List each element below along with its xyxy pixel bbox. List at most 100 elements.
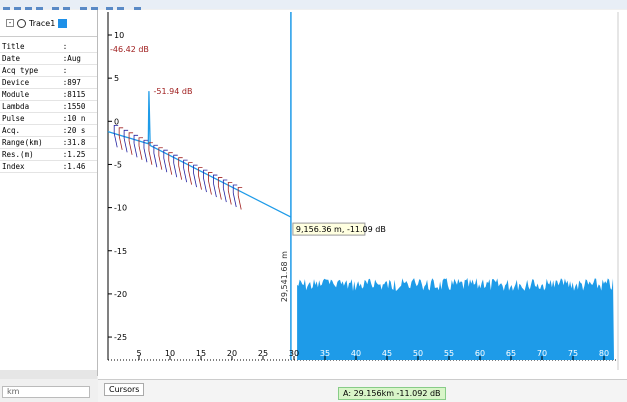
x-tick-label: 75 [568, 349, 578, 358]
event-marker [183, 159, 188, 183]
event-marker [227, 182, 233, 205]
event-marker [198, 167, 203, 190]
trace-name: Trace1 [29, 18, 56, 28]
h-scrollbar[interactable] [0, 370, 97, 379]
bottom-panel: Cursors A: 29.156km -11.092 dB [98, 379, 627, 402]
y-tick-label: 10 [114, 31, 124, 40]
cursor-label-bg [292, 222, 366, 236]
property-key: Acq type [0, 64, 61, 77]
event-marker [208, 172, 213, 195]
property-row: Lambda:1550 [0, 100, 97, 113]
y-tick-label: -25 [114, 333, 127, 342]
event-marker [133, 134, 139, 158]
property-key: Acq. [0, 124, 61, 137]
event-marker [237, 187, 243, 210]
x-tick-label: 35 [320, 349, 330, 358]
property-key: Index [0, 160, 61, 173]
property-value: : [60, 41, 97, 53]
event-marker [128, 132, 134, 155]
property-key: Res.(m) [0, 148, 61, 161]
x-tick-label: 60 [475, 349, 485, 358]
properties: Title: Date:Aug Acq type: Device:897 Module:… [0, 41, 97, 173]
event-marker [143, 139, 148, 163]
x-tick-label: 15 [196, 349, 206, 358]
event-marker [113, 124, 119, 148]
x-tick-label: 55 [444, 349, 454, 358]
property-key: Pulse [0, 112, 61, 125]
property-value: :8115 [60, 88, 97, 101]
property-key: Module [0, 88, 61, 101]
event-marker [138, 137, 143, 160]
y-tick-label: 5 [114, 74, 119, 83]
noise-trace [297, 278, 614, 360]
property-value: :20 s [60, 124, 97, 137]
event-marker [118, 127, 124, 150]
x-tick-label: 80 [599, 349, 609, 358]
x-tick-label: 45 [382, 349, 392, 358]
annotation: -46.42 dB [110, 45, 149, 54]
property-value: : [60, 64, 97, 77]
left-panel: - Trace1 Title: Date:Aug Acq type: Device:8… [0, 10, 98, 376]
y-tick-label: -20 [114, 290, 127, 299]
end-label: 29,541.68 m [280, 251, 289, 302]
event-marker [163, 149, 168, 173]
property-key: Range(km) [0, 136, 61, 149]
property-value: :897 [60, 76, 97, 89]
y-tick-label: -5 [114, 160, 122, 169]
event-marker [148, 142, 153, 165]
status: A: 29.156km -11.092 dB [338, 387, 446, 400]
property-row: Pulse:10 n [0, 112, 97, 125]
toolbar [0, 0, 627, 14]
property-row: Date:Aug [0, 52, 97, 65]
x-tick-label: 10 [165, 349, 175, 358]
trace-node[interactable]: - Trace1 [0, 10, 97, 37]
property-row: Acq type: [0, 64, 97, 77]
event-marker [168, 152, 173, 175]
event-marker [173, 154, 178, 178]
property-row: Device:897 [0, 76, 97, 89]
y-tick-label: -15 [114, 247, 127, 256]
property-value: :1.25 [60, 148, 97, 161]
x-tick-label: 20 [227, 349, 237, 358]
property-key: Title [0, 41, 61, 53]
property-value: :Aug [60, 52, 97, 65]
x-tick-label: 50 [413, 349, 423, 358]
event-marker [203, 169, 208, 193]
event-marker [217, 177, 223, 200]
property-row: Module:8115 [0, 88, 97, 101]
event-marker [123, 129, 129, 153]
collapse[interactable]: - [6, 19, 14, 27]
y-tick-label: -10 [114, 204, 127, 213]
event-marker [232, 184, 238, 208]
x-tick-label: 30 [289, 349, 299, 358]
property-row: Title: [0, 41, 97, 53]
event-marker [222, 179, 228, 203]
property-value: :10 n [60, 112, 97, 125]
property-row: Res.(m):1.25 [0, 148, 97, 161]
property-key: Date [0, 52, 61, 65]
property-row: Acq.:20 s [0, 124, 97, 137]
annotation: -51.94 dB [154, 87, 193, 96]
trace-color [58, 18, 68, 28]
x-tick-label: 70 [537, 349, 547, 358]
property-key: Device [0, 76, 61, 89]
property-value: :31.8 [60, 136, 97, 149]
x-tick-label: 25 [258, 349, 268, 358]
tab[interactable]: Cursors [104, 383, 145, 396]
property-value: :1550 [60, 100, 97, 113]
x-tick-label: 5 [136, 349, 141, 358]
event-marker [178, 157, 183, 180]
event-marker [193, 164, 198, 188]
property-value: :1.46 [60, 160, 97, 173]
cursor-label: 9,156.36 m, -11.09 dB [296, 225, 386, 234]
radio[interactable] [17, 18, 26, 28]
x-tick-label: 65 [506, 349, 516, 358]
property-row: Index:1.46 [0, 160, 97, 173]
event-marker [158, 147, 163, 170]
property-key: Lambda [0, 100, 61, 113]
x-tick-label: 40 [351, 349, 361, 358]
event-marker [213, 174, 218, 198]
unit-select[interactable]: km [2, 386, 90, 398]
